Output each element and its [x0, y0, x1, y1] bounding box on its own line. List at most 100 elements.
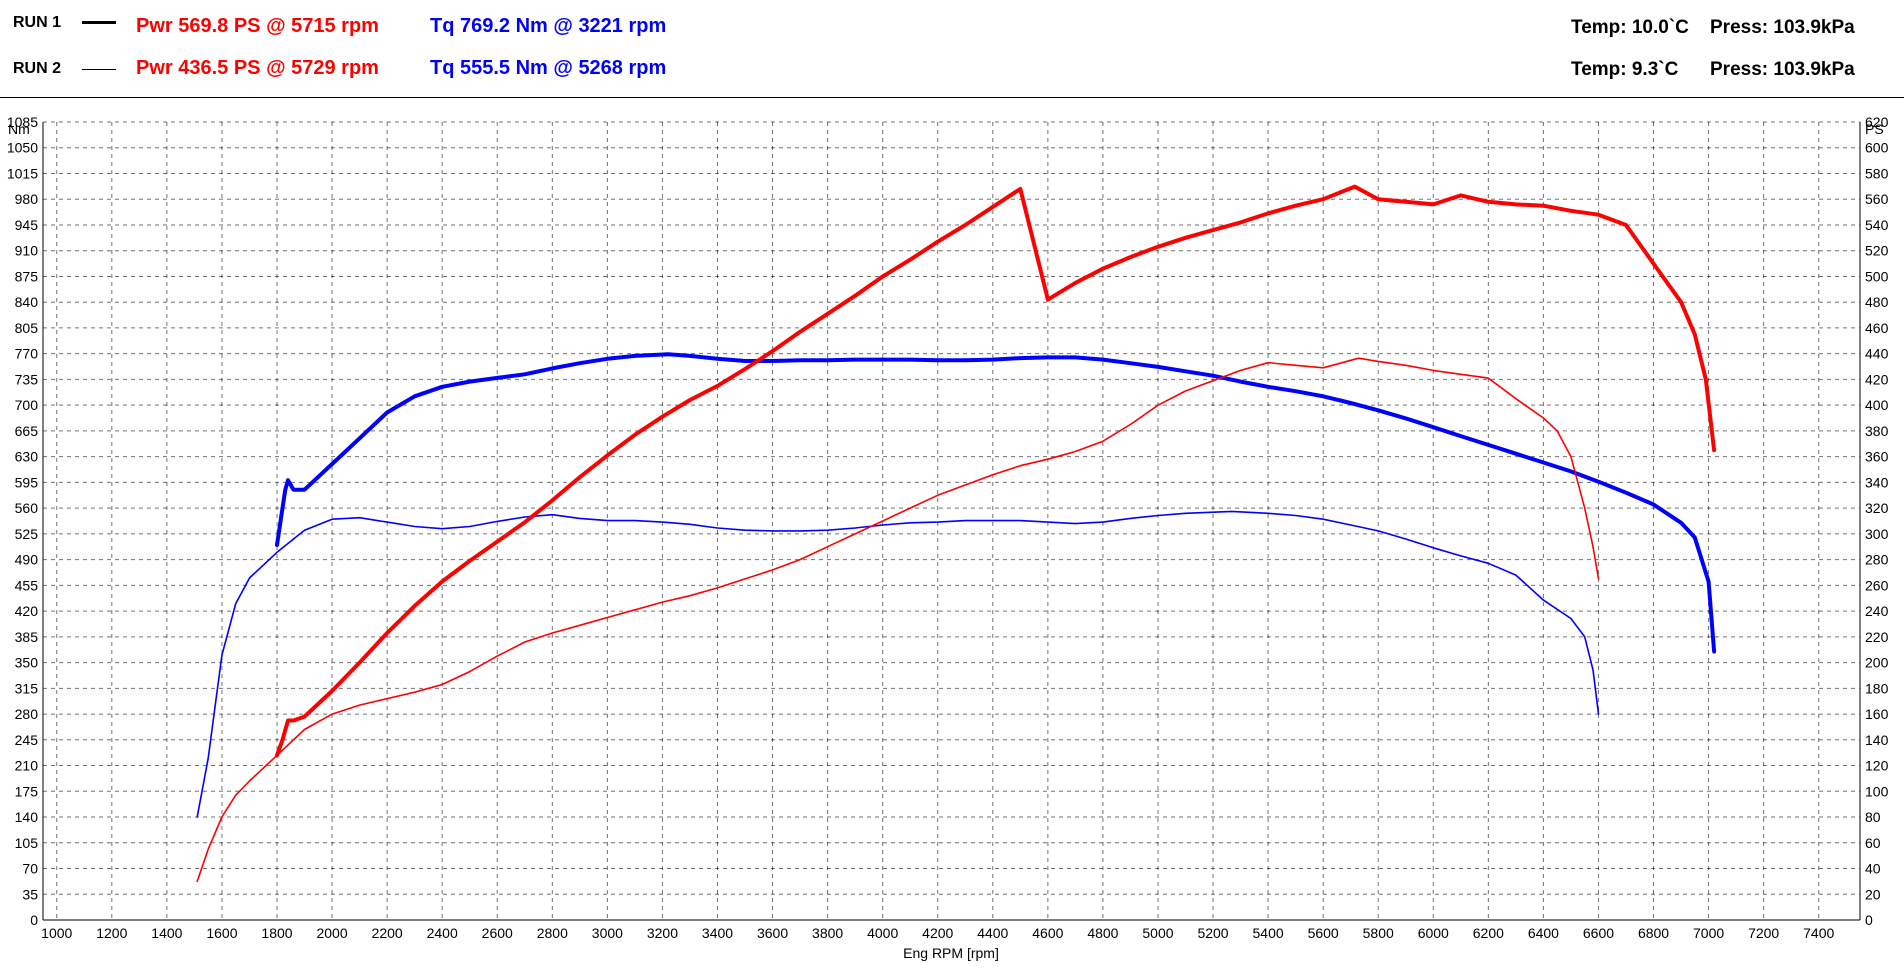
y-tick-left-label: 945 — [15, 217, 39, 233]
run-2-temperature: Temp: 9.3`C — [1571, 59, 1679, 80]
x-tick-label: 5400 — [1253, 925, 1284, 941]
y-tick-right-label: 360 — [1865, 449, 1889, 465]
y-tick-left-label: 1015 — [7, 165, 38, 181]
run-1-label: RUN 1 — [13, 14, 62, 31]
x-tick-label: 1200 — [96, 925, 127, 941]
run-1-torque-peak: Tq 769.2 Nm @ 3221 rpm — [430, 15, 667, 37]
run-2-torque-curve — [196, 510, 1600, 818]
y-tick-right-label: 20 — [1865, 886, 1881, 902]
y-tick-right-label: 180 — [1865, 680, 1889, 696]
x-tick-label: 4600 — [1032, 925, 1063, 941]
x-tick-label: 1800 — [261, 925, 292, 941]
y-tick-right-label: 40 — [1865, 861, 1881, 877]
y-tick-right-label: 80 — [1865, 809, 1881, 825]
y-tick-left-label: 420 — [15, 603, 39, 619]
y-tick-left-label: 280 — [15, 706, 39, 722]
x-tick-label: 7000 — [1693, 925, 1724, 941]
y-tick-left-label: 210 — [15, 758, 39, 774]
x-tick-label: 1000 — [41, 925, 72, 941]
run-1-pressure: Press: 103.9kPa — [1710, 17, 1855, 38]
y-tick-left-label: 70 — [22, 861, 38, 877]
y-tick-right-label: 400 — [1865, 397, 1889, 413]
y-tick-left-label: 560 — [15, 500, 39, 516]
y-tick-left-label: 630 — [15, 449, 39, 465]
x-tick-label: 6600 — [1583, 925, 1614, 941]
x-tick-label: 4000 — [867, 925, 898, 941]
x-tick-label: 4200 — [922, 925, 953, 941]
y-tick-right-label: 0 — [1865, 912, 1873, 928]
x-tick-label: 2400 — [427, 925, 458, 941]
x-tick-label: 1600 — [206, 925, 237, 941]
x-tick-label: 5000 — [1142, 925, 1173, 941]
x-axis-title: Eng RPM [rpm] — [903, 945, 999, 961]
x-tick-label: 5600 — [1308, 925, 1339, 941]
y-tick-right-label: 100 — [1865, 783, 1889, 799]
x-tick-label: 7400 — [1803, 925, 1834, 941]
y-tick-left-label: 525 — [15, 526, 39, 542]
dyno-header: RUN 1 Pwr 569.8 PS @ 5715 rpm Tq 769.2 N… — [0, 0, 1904, 97]
x-tick-label: 2600 — [482, 925, 513, 941]
y-tick-left-label: 35 — [22, 886, 38, 902]
y-tick-right-label: 60 — [1865, 835, 1881, 851]
y-tick-right-label: 120 — [1865, 758, 1889, 774]
chart-grid — [43, 121, 1860, 921]
run-1-power-curve — [275, 184, 1717, 758]
y-tick-right-label: 240 — [1865, 603, 1889, 619]
x-tick-label: 5200 — [1197, 925, 1228, 941]
y-tick-left-label: 735 — [15, 371, 39, 387]
y-tick-left-label: 700 — [15, 397, 39, 413]
y-tick-left-label: 245 — [15, 732, 39, 748]
x-tick-label: 3600 — [757, 925, 788, 941]
y-tick-left-label: 140 — [15, 809, 39, 825]
y-tick-right-label: 420 — [1865, 371, 1889, 387]
y-axis-left-title: Nm — [8, 121, 30, 137]
y-tick-right-label: 340 — [1865, 474, 1889, 490]
y-axis-right-title: PS — [1865, 121, 1884, 137]
x-tick-label: 4400 — [977, 925, 1008, 941]
x-tick-label: 3200 — [647, 925, 678, 941]
run-2-line-swatch — [82, 69, 116, 70]
y-tick-right-label: 540 — [1865, 217, 1889, 233]
run-1-power-peak: Pwr 569.8 PS @ 5715 rpm — [136, 15, 379, 37]
y-tick-left-label: 350 — [15, 655, 39, 671]
y-tick-right-label: 160 — [1865, 706, 1889, 722]
y-tick-right-label: 200 — [1865, 655, 1889, 671]
x-tick-label: 3000 — [592, 925, 623, 941]
y-tick-left-label: 1085 — [7, 114, 38, 130]
run-2-power-peak: Pwr 436.5 PS @ 5729 rpm — [136, 57, 379, 79]
x-tick-label: 6800 — [1638, 925, 1669, 941]
x-tick-label: 2800 — [537, 925, 568, 941]
x-tick-label: 2200 — [372, 925, 403, 941]
y-tick-right-label: 480 — [1865, 294, 1889, 310]
x-tick-label: 7200 — [1748, 925, 1779, 941]
y-tick-left-label: 385 — [15, 629, 39, 645]
run-1-torque-curve — [275, 352, 1717, 654]
x-tick-label: 2000 — [316, 925, 347, 941]
y-tick-right-label: 500 — [1865, 268, 1889, 284]
y-tick-left-label: 770 — [15, 346, 39, 362]
y-tick-left-label: 490 — [15, 552, 39, 568]
y-tick-right-label: 140 — [1865, 732, 1889, 748]
y-tick-right-label: 220 — [1865, 629, 1889, 645]
run-2-torque-peak: Tq 555.5 Nm @ 5268 rpm — [430, 57, 667, 79]
y-tick-right-label: 460 — [1865, 320, 1889, 336]
y-tick-left-label: 105 — [15, 835, 39, 851]
y-tick-right-label: 600 — [1865, 140, 1889, 156]
run-1-line-swatch — [82, 21, 116, 24]
dyno-chart: 0 0 35 20 70 40 105 60 140 80 175 100 210 120 245 140 28… — [7, 114, 1889, 961]
y-tick-right-label: 260 — [1865, 577, 1889, 593]
x-tick-label: 6400 — [1528, 925, 1559, 941]
y-tick-right-label: 380 — [1865, 423, 1889, 439]
x-tick-label: 5800 — [1363, 925, 1394, 941]
y-tick-right-label: 580 — [1865, 165, 1889, 181]
y-tick-left-label: 910 — [15, 243, 39, 259]
run-2-pressure: Press: 103.9kPa — [1710, 59, 1855, 80]
x-tick-label: 6200 — [1473, 925, 1504, 941]
y-tick-right-label: 280 — [1865, 552, 1889, 568]
y-tick-right-label: 620 — [1865, 114, 1889, 130]
chart-axes: 0 0 35 20 70 40 105 60 140 80 175 100 210 120 245 140 28… — [7, 114, 1889, 941]
y-tick-right-label: 440 — [1865, 346, 1889, 362]
x-tick-label: 3800 — [812, 925, 843, 941]
y-tick-left-label: 0 — [30, 912, 38, 928]
y-tick-left-label: 1050 — [7, 140, 38, 156]
